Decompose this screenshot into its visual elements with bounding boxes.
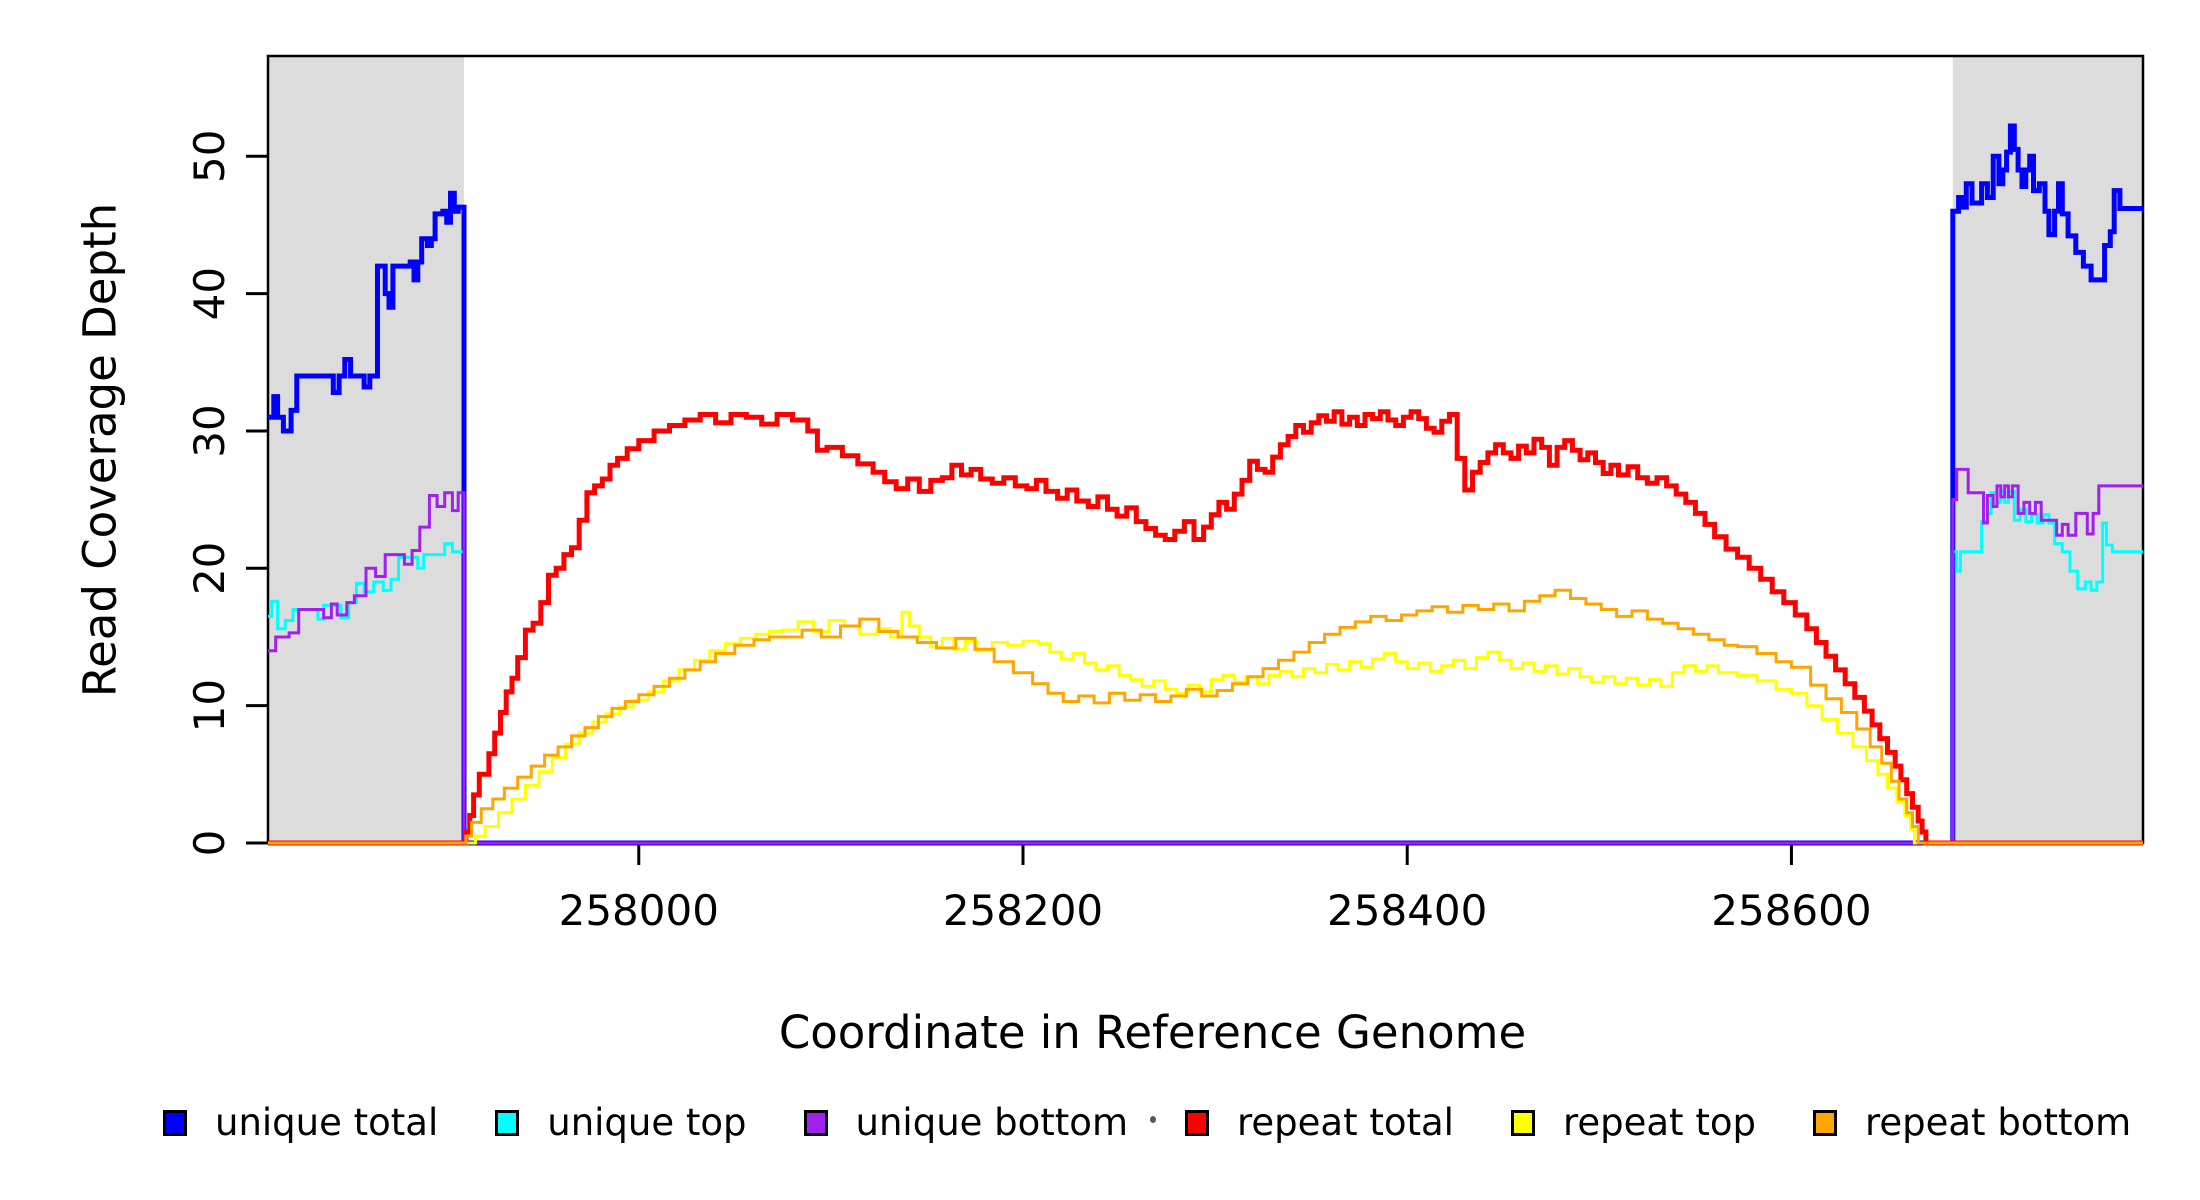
legend-swatch-repeat-total bbox=[1185, 1109, 1209, 1136]
legend-label: unique top bbox=[547, 1101, 747, 1144]
legend-item-repeat-total: repeat total bbox=[1185, 1101, 1454, 1144]
y-tick-label: 10 bbox=[185, 679, 234, 732]
legend-label: repeat top bbox=[1562, 1101, 1756, 1144]
legend: unique total unique top unique bottom repea… bbox=[163, 1101, 2131, 1144]
legend-swatch-repeat-top bbox=[1510, 1109, 1535, 1136]
plot-border bbox=[266, 54, 2145, 845]
legend-label: repeat bottom bbox=[1864, 1101, 2132, 1144]
legend-item-unique-bottom: unique bottom bbox=[803, 1101, 1128, 1144]
y-tick-label: 40 bbox=[185, 267, 234, 320]
legend-label: unique bottom bbox=[855, 1101, 1128, 1144]
legend-item-unique-top: unique top bbox=[495, 1101, 747, 1144]
legend-item-repeat-bottom: repeat bottom bbox=[1812, 1101, 2132, 1144]
stray-dot bbox=[1150, 1116, 1156, 1123]
legend-swatch-repeat-bottom bbox=[1812, 1109, 1837, 1136]
series-unique-bottom bbox=[268, 467, 2143, 845]
series-repeat-bottom bbox=[268, 588, 2143, 845]
x-axis-title: Coordinate in Reference Genome bbox=[778, 1006, 1527, 1059]
legend-item-unique-total: unique total bbox=[163, 1101, 438, 1144]
x-tick-label: 258200 bbox=[943, 886, 1103, 935]
y-tick-label: 20 bbox=[185, 542, 234, 595]
series-repeat-total bbox=[268, 409, 2143, 846]
y-tick-label: 0 bbox=[185, 830, 234, 857]
legend-swatch-unique-top bbox=[495, 1109, 520, 1136]
y-tick-label: 50 bbox=[185, 130, 234, 183]
x-tick-label: 258600 bbox=[1711, 886, 1871, 935]
x-tick-label: 258400 bbox=[1327, 886, 1487, 935]
y-tick-label: 30 bbox=[185, 404, 234, 457]
legend-item-repeat-top: repeat top bbox=[1510, 1101, 1756, 1144]
legend-label: repeat total bbox=[1237, 1101, 1454, 1144]
x-tick-label: 258000 bbox=[559, 886, 719, 935]
unique-flank-left-region bbox=[268, 56, 464, 843]
y-axis-title: Read Coverage Depth bbox=[73, 202, 127, 698]
series-unique-total bbox=[268, 123, 2143, 846]
legend-label: unique total bbox=[215, 1101, 439, 1144]
legend-swatch-unique-bottom bbox=[803, 1109, 828, 1136]
series-unique-top bbox=[268, 489, 2143, 845]
legend-swatch-unique-total bbox=[163, 1109, 187, 1136]
unique-flank-right-region bbox=[1952, 56, 2143, 843]
